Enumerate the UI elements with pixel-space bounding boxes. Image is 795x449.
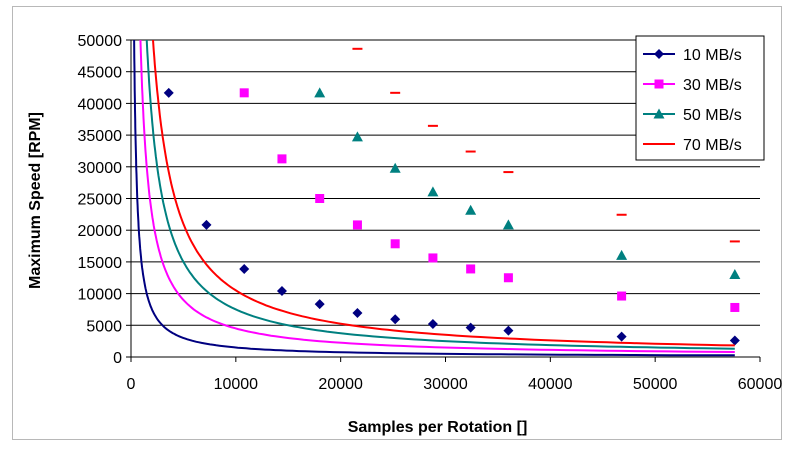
data-point (276, 285, 287, 296)
data-point (503, 325, 514, 336)
legend-label: 30 MB/s (683, 77, 742, 94)
y-tick-label: 15000 (78, 255, 123, 272)
data-point (351, 131, 363, 142)
data-point (390, 239, 400, 249)
data-point (729, 335, 740, 346)
x-tick-label: 50000 (633, 376, 678, 393)
data-point (352, 220, 362, 230)
plot-area (133, 40, 741, 357)
y-tick-label: 45000 (78, 65, 123, 82)
y-tick-label: 35000 (78, 128, 123, 145)
legend-label: 70 MB/s (683, 137, 742, 154)
series-line (152, 40, 735, 347)
data-point (616, 331, 627, 342)
y-tick-label: 10000 (78, 287, 123, 304)
data-point (503, 273, 513, 283)
x-tick-label: 20000 (318, 376, 363, 393)
data-point (239, 263, 250, 274)
data-point (352, 307, 363, 318)
data-point (389, 162, 401, 173)
data-point (466, 264, 476, 274)
y-tick-label: 20000 (78, 223, 123, 240)
series-line (133, 40, 735, 357)
legend-label: 10 MB/s (683, 47, 742, 64)
data-point (314, 87, 326, 98)
y-tick-label: 50000 (78, 33, 123, 50)
data-point (315, 194, 325, 203)
y-axis-title: Maximum Speed [RPM] (27, 112, 44, 289)
x-tick-label: 60000 (738, 376, 783, 393)
data-point (428, 253, 438, 263)
y-tick-label: 30000 (78, 160, 123, 177)
data-point (729, 268, 741, 279)
legend-label: 50 MB/s (683, 107, 742, 124)
legend-marker (654, 49, 664, 59)
data-point (730, 302, 740, 312)
x-tick-label: 0 (127, 376, 136, 393)
data-point (427, 186, 439, 197)
data-point (163, 87, 174, 98)
x-axis-title: Samples per Rotation [] (348, 419, 528, 436)
x-tick-label: 40000 (528, 376, 573, 393)
series-line (145, 40, 735, 350)
legend-marker (654, 79, 664, 89)
y-tick-label: 25000 (78, 192, 123, 209)
data-point (277, 154, 287, 164)
legend: 10 MB/s 30 MB/s 50 MB/s 70 MB/s (635, 35, 765, 161)
series-line (139, 40, 735, 353)
data-point (201, 219, 212, 230)
data-point (617, 291, 627, 301)
data-point (465, 322, 476, 333)
data-point (465, 204, 477, 215)
data-point (616, 249, 628, 260)
y-tick-label: 40000 (78, 96, 123, 113)
data-point (239, 88, 249, 98)
data-point (390, 314, 401, 325)
data-point (314, 299, 325, 310)
x-tick-label: 30000 (423, 376, 468, 393)
y-tick-label: 5000 (86, 318, 122, 335)
x-tick-label: 10000 (214, 376, 259, 393)
y-tick-label: 0 (113, 350, 122, 367)
legend-marker (653, 108, 665, 119)
data-point (427, 318, 438, 329)
data-point (502, 219, 514, 230)
